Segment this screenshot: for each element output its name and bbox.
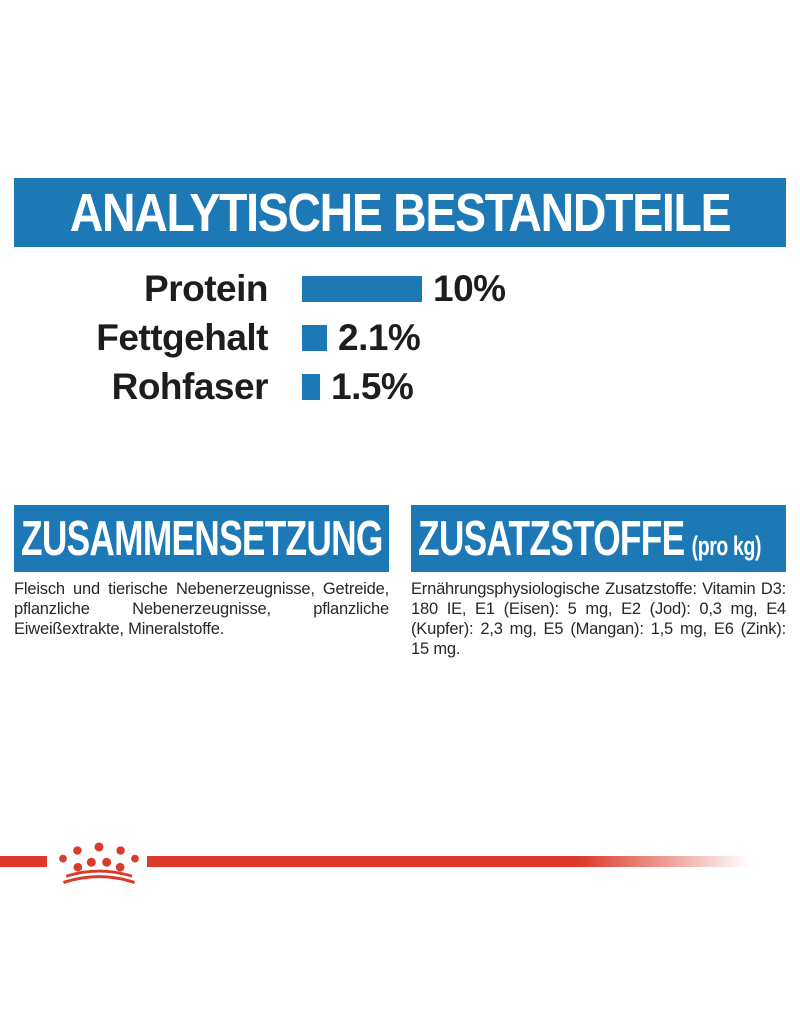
chart-bar [302,374,320,400]
footer-rule-right [147,856,750,867]
composition-section: ZUSAMMENSETZUNG Fleisch und tierische Ne… [14,505,389,659]
footer-rule-left [0,856,47,867]
chart-row: Fettgehalt 2.1% [0,314,800,362]
composition-body-text: Fleisch und tierische Nebenerzeugnisse, … [14,580,389,638]
chart-category-label: Rohfaser [111,366,269,407]
composition-header: ZUSAMMENSETZUNG [14,505,389,572]
chart-category-label: Fettgehalt [96,317,268,358]
composition-title: ZUSAMMENSETZUNG [21,511,383,566]
info-sections: ZUSAMMENSETZUNG Fleisch und tierische Ne… [14,505,786,659]
analytical-chart: Protein 10% Fettgehalt 2.1% Rohfaser 1.5% [0,265,800,412]
additives-body-text: Ernährungsphysiologische Zusatzstoffe: V… [411,580,786,658]
chart-bar [302,325,327,351]
additives-section: ZUSATZSTOFFE (pro kg) Ernährungsphysiolo… [411,505,786,659]
chart-bar [302,276,422,302]
royal-canin-crown-icon [59,842,139,884]
analytical-constituents-banner: ANALYTISCHE BESTANDTEILE [14,178,786,247]
chart-row: Rohfaser 1.5% [0,363,800,411]
chart-value-label: 10% [433,268,506,309]
analytical-constituents-title: ANALYTISCHE BESTANDTEILE [69,182,732,243]
additives-header: ZUSATZSTOFFE (pro kg) [411,505,786,572]
additives-title: ZUSATZSTOFFE [418,511,685,566]
chart-category-label: Protein [144,268,268,309]
additives-title-suffix: (pro kg) [691,530,762,561]
chart-row: Protein 10% [0,265,800,313]
chart-value-label: 1.5% [331,366,414,407]
chart-value-label: 2.1% [338,317,421,358]
